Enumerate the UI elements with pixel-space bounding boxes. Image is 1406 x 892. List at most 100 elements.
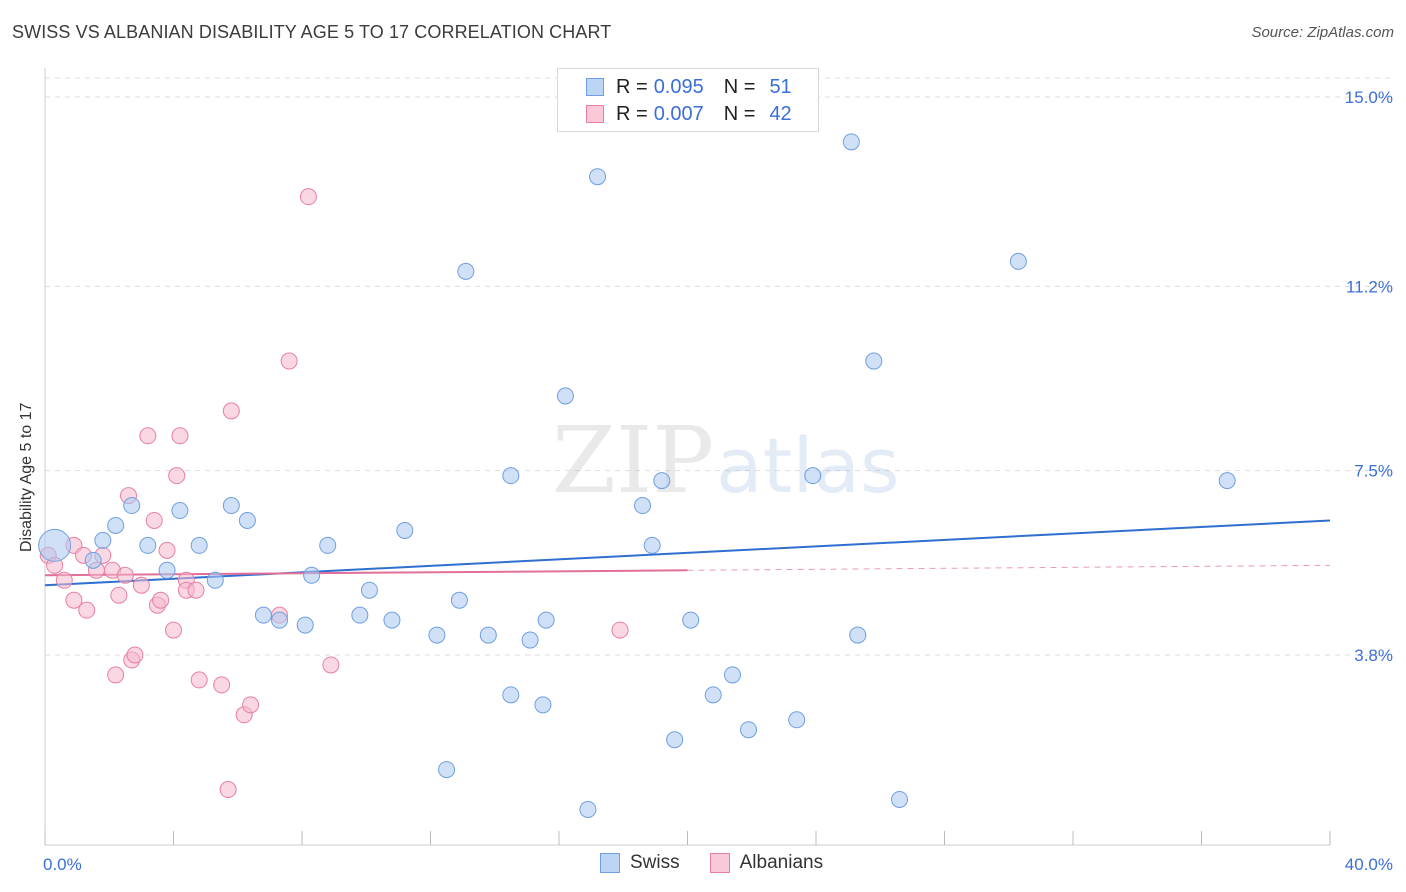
legend-n-value: 42 [769, 102, 792, 125]
swiss-point [254, 606, 272, 624]
albanian-point [611, 621, 629, 639]
albanian-point [110, 586, 128, 604]
swiss-point [643, 536, 661, 554]
series-legend-albanians[interactable]: Albanians [709, 852, 823, 874]
swiss-point [360, 581, 378, 599]
swiss-point [1009, 252, 1027, 270]
series-legend-swiss[interactable]: Swiss [600, 852, 680, 874]
swiss-point [804, 467, 822, 485]
axes [44, 68, 1331, 846]
swiss-point [190, 536, 208, 554]
swiss-point [479, 626, 497, 644]
legend-swatch-swiss [586, 78, 604, 96]
albanian-point [187, 581, 205, 599]
albanian-point [152, 591, 170, 609]
legend-n-value: 51 [769, 75, 792, 98]
series-legend: Swiss Albanians [600, 852, 853, 874]
legend-r-label: R = [616, 75, 648, 98]
albanian-trend-line [44, 569, 688, 577]
swiss-point [206, 571, 224, 589]
swiss-point [351, 606, 369, 624]
swiss-point [123, 497, 141, 515]
series-swatch-swiss [600, 853, 620, 873]
swiss-point [457, 262, 475, 280]
albanian-point [116, 566, 134, 584]
swiss-point [84, 551, 102, 569]
albanian-point [219, 781, 237, 799]
swiss-point [653, 472, 671, 490]
legend-n-label: N = [723, 102, 756, 125]
chart-title: SWISS VS ALBANIAN DISABILITY AGE 5 TO 17… [12, 22, 612, 42]
albanian-trend-extension [687, 564, 1331, 571]
data-points [38, 133, 1236, 818]
swiss-point [438, 761, 456, 779]
albanian-point [158, 541, 176, 559]
legend-r-label: R = [616, 102, 648, 125]
swiss-point [589, 168, 607, 186]
watermark-zip: ZIP [552, 407, 714, 514]
albanian-point [190, 671, 208, 689]
swiss-point [303, 566, 321, 584]
x-tick-label: 40.0% [1345, 855, 1393, 874]
swiss-point [666, 731, 684, 749]
albanian-point [322, 656, 340, 674]
swiss-point [740, 721, 758, 739]
swiss-point [171, 502, 189, 520]
swiss-point [450, 591, 468, 609]
swiss-point [537, 611, 555, 629]
series-label-swiss: Swiss [630, 852, 680, 873]
y-tick-label: 15.0% [1345, 88, 1393, 107]
albanian-point [213, 676, 231, 694]
swiss-point [704, 686, 722, 704]
swiss-point [502, 686, 520, 704]
legend-r-value: 0.095 [653, 75, 704, 98]
swiss-point [521, 631, 539, 649]
trend-lines [44, 519, 1331, 587]
swiss-point [682, 611, 700, 629]
y-tick-label: 3.8% [1354, 646, 1393, 665]
albanian-point [55, 571, 73, 589]
swiss-point [319, 536, 337, 554]
swiss-point [94, 531, 112, 549]
albanian-point [299, 188, 317, 206]
albanian-point [132, 576, 150, 594]
swiss-point [158, 561, 176, 579]
albanian-point [145, 511, 163, 529]
swiss-point [723, 666, 741, 684]
swiss-point [634, 497, 652, 515]
swiss-point [865, 352, 883, 370]
albanian-point [107, 666, 125, 684]
watermark: ZIP atlas [552, 407, 900, 514]
swiss-point [271, 611, 289, 629]
gridlines [45, 77, 1392, 656]
swiss-point [222, 497, 240, 515]
swiss-point [428, 626, 446, 644]
swiss-point [38, 528, 72, 562]
swiss-point [556, 387, 574, 405]
swiss-point [396, 521, 414, 539]
swiss-point [502, 467, 520, 485]
tick-labels: 3.8% 7.5% 11.2% 15.0% 0.0% 40.0% [43, 88, 1393, 874]
swiss-point [849, 626, 867, 644]
swiss-point [238, 511, 256, 529]
x-tick-label: 0.0% [43, 855, 82, 874]
albanian-point [222, 402, 240, 420]
source-label: Source: ZipAtlas.com [1251, 24, 1394, 41]
albanian-point [171, 427, 189, 445]
swiss-point [107, 516, 125, 534]
albanian-point [65, 591, 83, 609]
albanian-point [139, 427, 157, 445]
series-swatch-albanians [709, 853, 730, 873]
legend-row-albanians: R = 0.007 N = 42 [586, 102, 792, 126]
legend-r-value: 0.007 [653, 102, 704, 125]
watermark-atlas: atlas [716, 421, 900, 510]
swiss-point [534, 696, 552, 714]
albanian-point [165, 621, 182, 639]
swiss-point [891, 790, 909, 808]
albanian-point [78, 601, 96, 619]
swiss-point [383, 611, 401, 629]
legend-n-label: N = [723, 75, 756, 98]
y-tick-label: 7.5% [1354, 462, 1393, 481]
swiss-trend-line [44, 519, 1331, 587]
